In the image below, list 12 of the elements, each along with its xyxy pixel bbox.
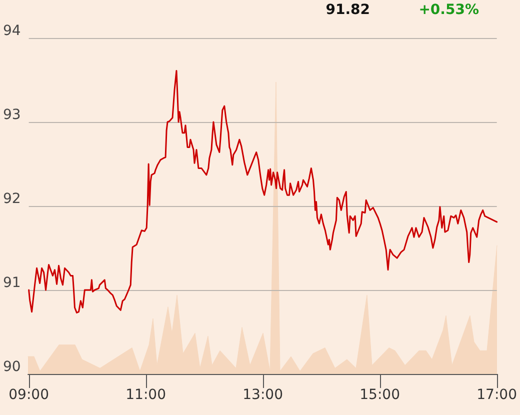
y-tick-label: 93 [2,107,21,123]
y-tick-label: 90 [2,359,21,375]
text: +0.53% [418,2,480,18]
x-tick-label: 09:00 [8,387,49,403]
y-tick-label: 94 [2,23,21,39]
text: 91.82 [326,2,370,18]
x-tick-label: 11:00 [126,387,166,403]
x-tick-label: 15:00 [360,387,400,403]
x-tick-label: 17:00 [476,387,518,403]
y-tick-label: 91 [2,275,21,291]
y-tick-label: 92 [2,191,21,207]
x-tick-label: 13:00 [242,387,283,403]
